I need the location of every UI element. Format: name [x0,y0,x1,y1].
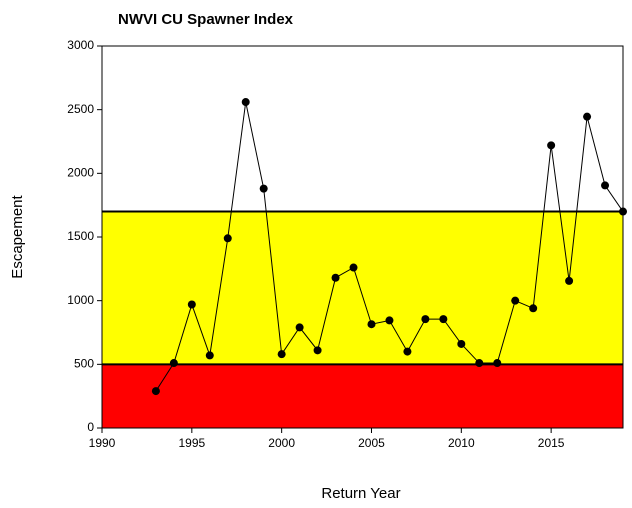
data-point [295,323,304,332]
data-point [493,359,502,368]
data-point [223,234,232,243]
data-point [403,347,412,356]
x-tick-label: 1990 [89,436,116,450]
data-point [331,273,340,282]
y-tick-label: 2000 [67,166,94,180]
y-tick-label: 1000 [67,293,94,307]
data-point [259,184,268,193]
band [102,364,623,428]
data-point [511,296,520,305]
data-point [565,276,574,285]
data-point [475,359,484,368]
y-tick-label: 1500 [67,229,94,243]
data-point [421,315,430,324]
y-tick-label: 0 [87,420,94,434]
x-axis-label: Return Year [321,485,400,502]
data-point [277,350,286,359]
band [102,211,623,365]
y-tick-label: 500 [74,357,94,371]
data-point [601,181,610,190]
data-point [547,141,556,150]
data-point [457,339,466,348]
x-tick-label: 2000 [268,436,295,450]
x-tick-label: 2005 [358,436,385,450]
y-axis-label: Escapement [9,194,26,278]
data-point [187,300,196,309]
chart-title: NWVI CU Spawner Index [118,11,294,28]
data-point [169,359,178,368]
data-point [367,320,376,329]
x-tick-label: 2010 [448,436,475,450]
data-point [529,304,538,313]
data-point [439,315,448,324]
data-point [205,351,214,360]
x-tick-label: 1995 [178,436,205,450]
data-point [385,316,394,325]
data-point [583,112,592,121]
data-point [313,346,322,355]
data-point [241,98,250,107]
x-tick-label: 2015 [538,436,565,450]
data-point [151,387,160,396]
data-point [349,263,358,272]
y-tick-label: 3000 [67,38,94,52]
y-tick-label: 2500 [67,102,94,116]
data-point [619,207,627,216]
